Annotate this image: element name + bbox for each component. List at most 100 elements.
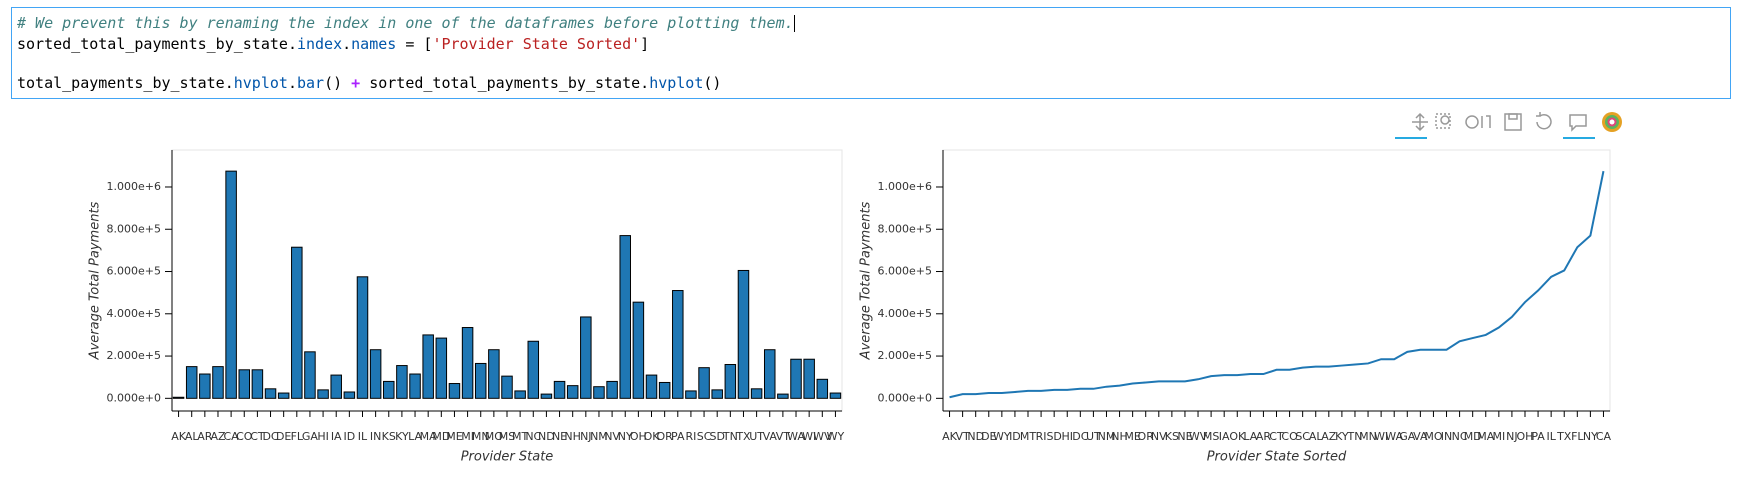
x-tick-label: MA [1477, 430, 1494, 443]
bar [777, 393, 789, 399]
y-tick-label: 4.000e+5 [878, 307, 932, 320]
x-tick-label: IA [1219, 430, 1230, 443]
bar [277, 392, 290, 399]
x-tick-label: MD [1464, 430, 1482, 443]
x-tick-label: MI [1492, 430, 1505, 443]
bar [645, 374, 658, 399]
x-tick-label: NY [1583, 430, 1598, 443]
x-tick-label: IL [358, 430, 368, 443]
bokeh-logo[interactable] [1602, 112, 1622, 132]
code-token: . [342, 35, 352, 53]
x-tick-label: NH [564, 430, 581, 443]
x-tick-label: NV [1151, 430, 1167, 443]
x-tick-label: LA [1243, 430, 1257, 443]
bar [172, 396, 185, 399]
x-tick-label: PA [671, 430, 685, 443]
x-tick-label: DE [276, 430, 291, 443]
x-tick-label: CO [1281, 430, 1298, 443]
x-tick-label: WY [993, 430, 1011, 443]
box-zoom-tool[interactable] [1435, 113, 1451, 129]
x-tick-label: ND [538, 430, 555, 443]
x-tick-label: DC [262, 430, 278, 443]
code-token: index [296, 35, 343, 53]
x-tick-label: CT [250, 430, 265, 443]
wheel-zoom-tool[interactable] [1465, 115, 1491, 129]
x-tick-label: PA [1531, 430, 1545, 443]
bar [737, 269, 750, 399]
code-token: names [351, 35, 397, 53]
x-tick-label: OH [1517, 430, 1534, 443]
code-line: total_payments_by_state.hvplot.bar() + s… [17, 74, 721, 92]
bar [606, 380, 618, 399]
bar [291, 246, 303, 399]
x-tick-label: OH [630, 430, 647, 443]
hover-tool[interactable] [1563, 114, 1595, 139]
x-tick-label: NM [1098, 430, 1116, 443]
bar [488, 349, 500, 399]
bar [540, 393, 553, 399]
x-tick-label: NC [525, 430, 541, 443]
x-tick-label: HI [1061, 430, 1073, 443]
code-token: . [640, 74, 650, 92]
x-tick-label: UT [749, 430, 764, 443]
x-tick-label: ME [1124, 430, 1140, 443]
bar [251, 369, 264, 399]
x-tick-label: NE [1177, 430, 1192, 443]
y-tick-label: 1.000e+6 [107, 180, 161, 193]
bar [724, 364, 737, 399]
x-tick-label: WY [827, 430, 845, 443]
code-token: . [224, 74, 234, 92]
code-token: sorted_total_payments_by_state [17, 35, 288, 53]
x-tick-label: CA [224, 430, 240, 443]
x-tick-label: UT [1086, 430, 1101, 443]
x-tick-label: WV [1189, 430, 1208, 443]
x-tick-label: WA [1385, 430, 1403, 443]
x-tick-label: MN [1359, 430, 1377, 443]
x-tick-label: AZ [1321, 430, 1337, 443]
x-tick-label: NV [604, 430, 620, 443]
x-tick-label: NC [1452, 430, 1468, 443]
bar [409, 373, 421, 399]
y-tick-label: 1.000e+6 [878, 180, 932, 193]
save-tool[interactable] [1504, 113, 1522, 131]
x-tick-label: OK [644, 430, 661, 443]
x-tick-label: SC [697, 430, 712, 443]
code-token: sorted_total_payments_by_state [360, 74, 641, 92]
x-tick-label: GA [1399, 430, 1416, 443]
x-tick-label: VT [776, 430, 791, 443]
bar [422, 334, 434, 399]
x-tick-label: LA [408, 430, 422, 443]
x-tick-label: AZ [210, 430, 226, 443]
reset-tool[interactable] [1536, 112, 1552, 130]
y-tick-label: 2.000e+5 [107, 349, 161, 362]
code-cell[interactable]: # We prevent this by renaming the index … [11, 7, 1731, 99]
x-tick-label: VA [1413, 430, 1428, 443]
y-tick-label: 0.000e+0 [878, 391, 932, 404]
y-axis-title: Average Total Payments [88, 201, 103, 360]
bar [711, 389, 723, 399]
code-line: # We prevent this by renaming the index … [17, 14, 795, 32]
x-tick-label: WV [813, 430, 832, 443]
x-tick-label: MO [1424, 430, 1442, 443]
x-tick-label: ND [967, 430, 984, 443]
x-tick-label: KS [1165, 430, 1179, 443]
plot-frame [942, 149, 1611, 412]
y-tick-label: 0.000e+0 [107, 391, 161, 404]
x-tick-label: SD [709, 430, 724, 443]
bar [619, 235, 631, 399]
pan-tool[interactable] [1395, 112, 1428, 139]
bar [632, 301, 645, 399]
bar [448, 383, 461, 399]
x-tick-label: NE [552, 430, 567, 443]
code-token: ] [640, 35, 650, 53]
bar [685, 390, 697, 399]
bar [593, 386, 605, 399]
code-token: . [287, 35, 297, 53]
code-token: bar [296, 74, 325, 92]
x-tick-label: FL [1571, 430, 1584, 443]
code-token: . [287, 74, 297, 92]
x-tick-label: TX [1556, 430, 1572, 443]
code-token: hvplot [649, 74, 704, 92]
x-tick-label: WI [1374, 430, 1388, 443]
bar-chart: 0.000e+0 2.000e+5 4.000e+5 6.000e+5 8.000e+5… [88, 149, 845, 465]
